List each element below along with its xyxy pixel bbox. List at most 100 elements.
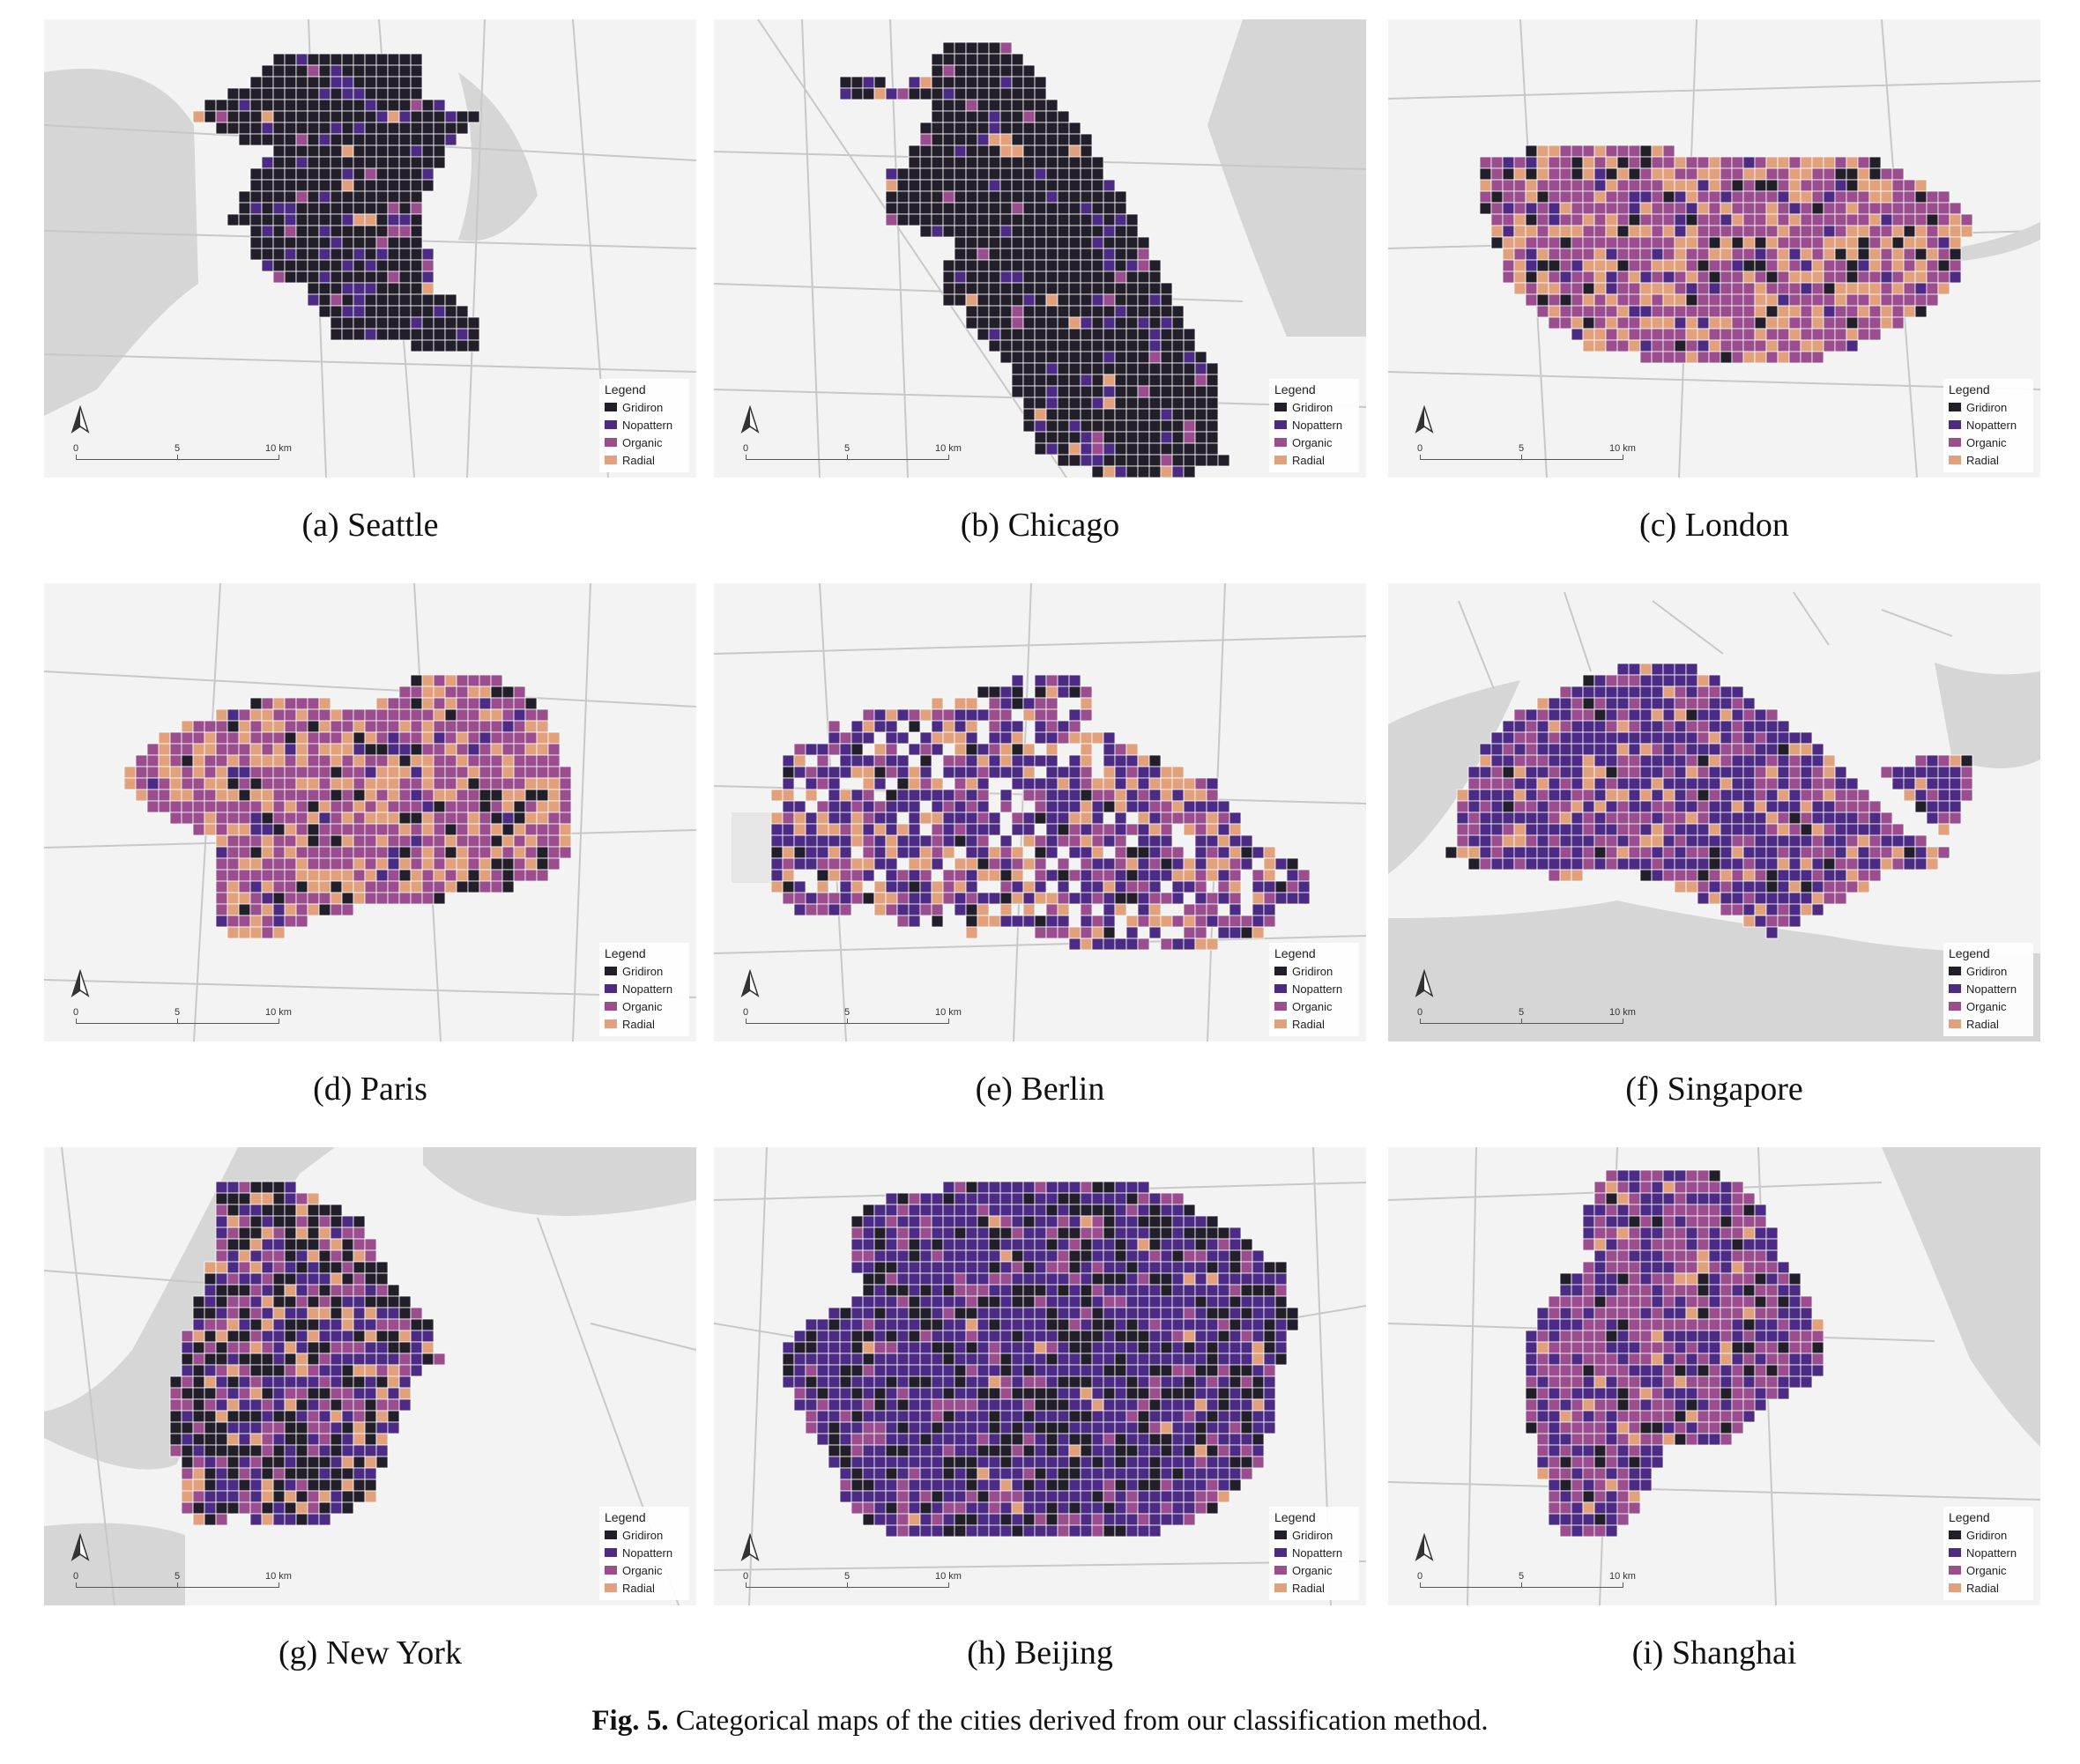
grid-cell xyxy=(1206,823,1219,836)
grid-cell xyxy=(410,1341,423,1354)
grid-cell xyxy=(330,133,343,146)
grid-cell xyxy=(1080,248,1093,261)
grid-cell xyxy=(1114,385,1127,398)
grid-cell xyxy=(1148,1284,1162,1297)
grid-cell xyxy=(1834,179,1847,192)
grid-cell xyxy=(364,1467,377,1480)
grid-cell xyxy=(885,1215,898,1228)
grid-cell xyxy=(1034,1284,1047,1297)
grid-cell xyxy=(1914,857,1928,871)
grid-cell xyxy=(238,1421,251,1434)
grid-cell xyxy=(805,1398,818,1412)
grid-cell xyxy=(272,64,286,78)
grid-cell xyxy=(931,87,944,100)
grid-cell xyxy=(1125,1238,1139,1251)
grid-cell xyxy=(353,99,366,112)
grid-cell xyxy=(1068,293,1081,307)
grid-cell xyxy=(1548,846,1561,859)
grid-cell xyxy=(1731,720,1744,733)
grid-cell xyxy=(1217,1364,1230,1377)
grid-cell xyxy=(1011,385,1024,398)
grid-cell xyxy=(1536,743,1549,756)
grid-cell xyxy=(1628,190,1641,204)
grid-cell xyxy=(1800,812,1813,825)
grid-cell xyxy=(1628,282,1641,295)
grid-cell xyxy=(1846,823,1859,836)
grid-cell xyxy=(1183,431,1196,444)
grid-cell xyxy=(1091,1272,1104,1286)
grid-cell xyxy=(1571,743,1584,756)
grid-cell xyxy=(1708,259,1721,272)
grid-cell xyxy=(1502,731,1515,745)
grid-cell xyxy=(1811,812,1824,825)
grid-cell xyxy=(1937,846,1950,859)
grid-cell xyxy=(1011,99,1024,112)
grid-cell xyxy=(1765,236,1779,249)
grid-cell xyxy=(1125,789,1139,802)
grid-cell xyxy=(1034,777,1047,790)
grid-cell xyxy=(1502,766,1515,779)
grid-cell xyxy=(341,1467,354,1480)
grid-cell xyxy=(227,720,240,733)
grid-cell xyxy=(1742,167,1756,181)
grid-cell xyxy=(1731,743,1744,756)
grid-cell xyxy=(1742,857,1756,871)
grid-cell xyxy=(1125,374,1139,387)
grid-cell xyxy=(1080,316,1093,330)
grid-cell xyxy=(1811,167,1824,181)
grid-cell xyxy=(375,1387,389,1400)
grid-cell xyxy=(1467,789,1481,802)
grid-cell xyxy=(1011,1261,1024,1274)
grid-cell xyxy=(1068,282,1081,295)
grid-cell xyxy=(238,87,251,100)
grid-cell xyxy=(307,1215,320,1228)
grid-cell xyxy=(839,834,852,848)
grid-cell xyxy=(1914,179,1928,192)
grid-cell xyxy=(793,1341,806,1354)
grid-cell xyxy=(1022,1364,1036,1377)
grid-cell xyxy=(398,167,412,181)
grid-cell xyxy=(536,846,549,859)
grid-cell xyxy=(1183,397,1196,410)
grid-cell xyxy=(1559,686,1572,699)
grid-cell xyxy=(307,1398,320,1412)
grid-cell xyxy=(1605,812,1618,825)
grid-cell xyxy=(1926,812,1939,825)
grid-cell xyxy=(885,87,898,100)
grid-cell xyxy=(433,869,446,882)
grid-cell xyxy=(999,328,1013,341)
grid-cell xyxy=(999,53,1013,66)
grid-cell xyxy=(1937,766,1950,779)
grid-cell xyxy=(1525,236,1538,249)
grid-cell xyxy=(1057,1295,1070,1308)
grid-cell xyxy=(181,777,194,790)
grid-cell xyxy=(410,167,423,181)
grid-cell xyxy=(307,789,320,802)
grid-cell xyxy=(1148,754,1162,767)
grid-cell xyxy=(1513,857,1527,871)
grid-cell xyxy=(1068,1307,1081,1320)
grid-cell xyxy=(398,846,412,859)
grid-cell xyxy=(1880,225,1893,238)
grid-cell xyxy=(421,674,435,687)
grid-cell xyxy=(1011,305,1024,318)
grid-cell xyxy=(204,731,217,745)
grid-cell xyxy=(1125,339,1139,352)
grid-cell xyxy=(1662,305,1675,318)
grid-cell xyxy=(999,248,1013,261)
grid-cell xyxy=(839,743,852,756)
grid-cell xyxy=(1811,236,1824,249)
grid-cell xyxy=(490,708,503,722)
grid-cell xyxy=(1949,225,1962,238)
grid-cell xyxy=(1114,1192,1127,1205)
grid-cell xyxy=(828,777,841,790)
grid-cell xyxy=(272,99,286,112)
grid-cell xyxy=(1788,812,1801,825)
grid-cell xyxy=(249,213,263,226)
grid-cell xyxy=(169,1387,182,1400)
grid-cell xyxy=(805,812,818,825)
grid-cell xyxy=(1183,1341,1196,1354)
grid-cell xyxy=(1914,236,1928,249)
grid-cell xyxy=(954,225,967,238)
grid-cell xyxy=(1834,236,1847,249)
